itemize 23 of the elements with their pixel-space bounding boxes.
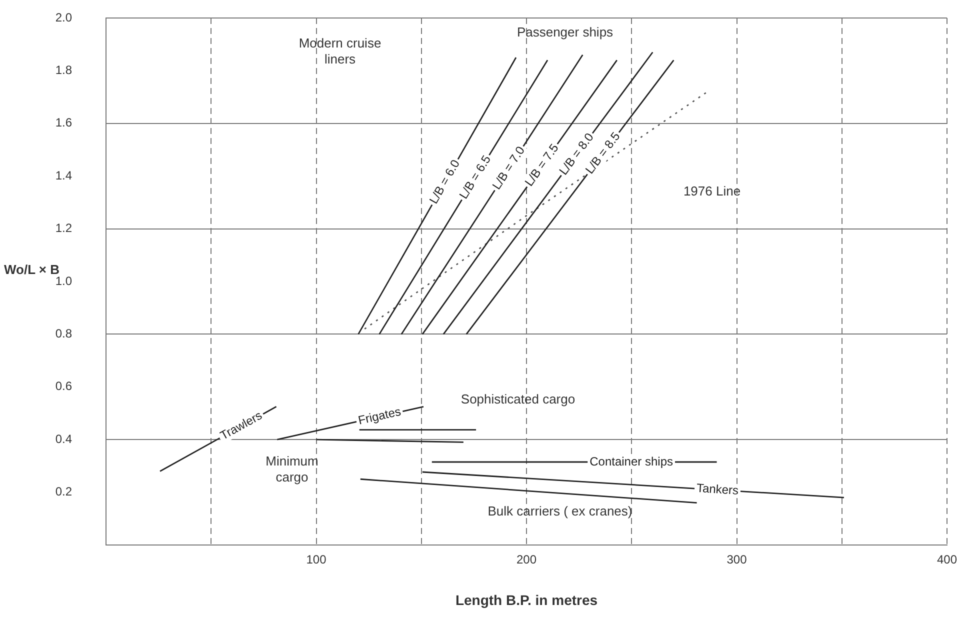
text: Frigates (356, 404, 402, 428)
annotation: Passenger ships (516, 24, 614, 40)
series-label: Tankers (696, 480, 739, 498)
x-tick-label: 300 (726, 552, 748, 567)
annotation: Sophisticated cargo (460, 392, 576, 407)
x-tick-label: 100 (306, 552, 327, 567)
y-tick-label: 2.0 (55, 10, 72, 24)
y-tick-label: 1.4 (55, 168, 72, 182)
series-label: Container ships (590, 454, 674, 468)
x-tick-label: 400 (936, 552, 958, 567)
x-tick-label: 200 (516, 552, 537, 567)
annotation: Bulk carriers ( ex cranes) (488, 504, 632, 519)
y-tick-label: 0.4 (55, 432, 72, 446)
y-tick-label: 0.8 (55, 326, 72, 341)
annotation: 1976 Line (683, 184, 741, 199)
annotation: Modern cruise liners (298, 36, 382, 67)
y-tick-label: 0.2 (55, 484, 72, 499)
y-tick-label: 1.2 (55, 221, 72, 236)
y-tick-label: 0.6 (55, 379, 72, 394)
y-tick-label: 1.8 (55, 63, 72, 78)
annotation: Minimum cargo (266, 454, 318, 485)
x-axis-title: Length B.P. in metres (454, 592, 599, 608)
y-tick-label: 1.6 (55, 116, 72, 130)
